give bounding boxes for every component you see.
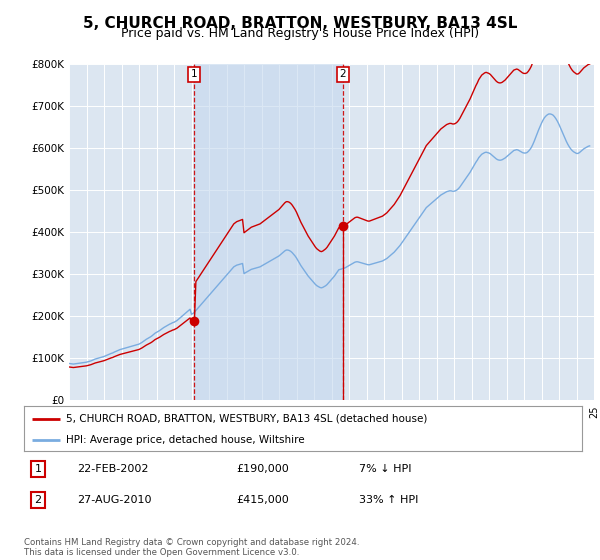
Text: 5, CHURCH ROAD, BRATTON, WESTBURY, BA13 4SL (detached house): 5, CHURCH ROAD, BRATTON, WESTBURY, BA13 … bbox=[66, 413, 427, 423]
Text: 27-AUG-2010: 27-AUG-2010 bbox=[77, 495, 152, 505]
Text: 7% ↓ HPI: 7% ↓ HPI bbox=[359, 464, 412, 474]
Text: Contains HM Land Registry data © Crown copyright and database right 2024.
This d: Contains HM Land Registry data © Crown c… bbox=[24, 538, 359, 557]
Text: 2: 2 bbox=[340, 69, 346, 80]
Text: 1: 1 bbox=[34, 464, 41, 474]
Text: 33% ↑ HPI: 33% ↑ HPI bbox=[359, 495, 418, 505]
Text: 5, CHURCH ROAD, BRATTON, WESTBURY, BA13 4SL: 5, CHURCH ROAD, BRATTON, WESTBURY, BA13 … bbox=[83, 16, 517, 31]
Bar bbox=[194, 64, 343, 400]
Text: £415,000: £415,000 bbox=[236, 495, 289, 505]
Text: £190,000: £190,000 bbox=[236, 464, 289, 474]
Text: 22-FEB-2002: 22-FEB-2002 bbox=[77, 464, 149, 474]
Text: 2: 2 bbox=[34, 495, 41, 505]
Text: 1: 1 bbox=[190, 69, 197, 80]
Text: Price paid vs. HM Land Registry's House Price Index (HPI): Price paid vs. HM Land Registry's House … bbox=[121, 27, 479, 40]
Text: HPI: Average price, detached house, Wiltshire: HPI: Average price, detached house, Wilt… bbox=[66, 435, 304, 445]
